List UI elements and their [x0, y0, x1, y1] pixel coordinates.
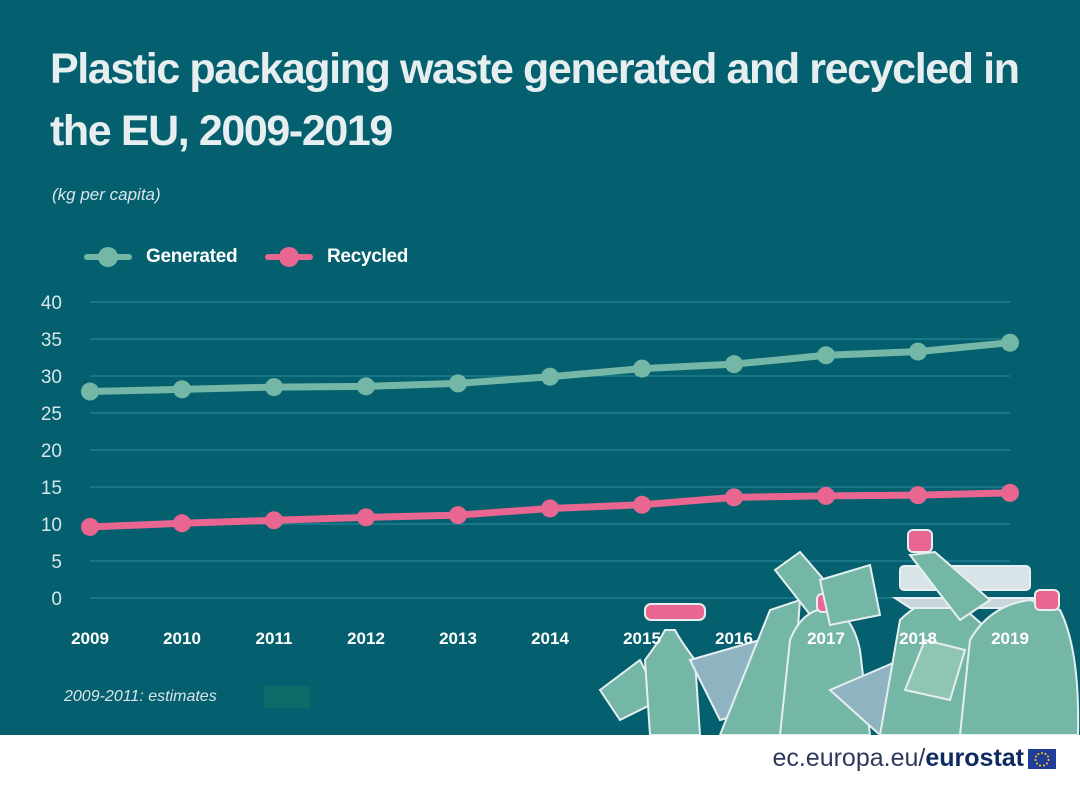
plastic-bottles-illustration — [598, 529, 1080, 735]
data-point-recycled — [265, 511, 283, 530]
data-point-generated — [633, 359, 651, 378]
y-tick-label: 0 — [51, 589, 62, 610]
data-point-generated — [449, 374, 467, 393]
data-point-generated — [909, 342, 927, 361]
data-point-generated — [817, 346, 835, 365]
bottle-shape — [818, 563, 882, 627]
x-tick-label: 2015 — [623, 629, 661, 648]
y-tick-label: 10 — [41, 515, 62, 536]
x-tick-label: 2012 — [347, 629, 385, 648]
footer-brand[interactable]: eurostat — [925, 744, 1024, 772]
x-tick-label: 2013 — [439, 629, 477, 648]
legend-item-generated: Generated — [84, 243, 238, 271]
data-point-recycled — [1001, 483, 1019, 502]
estimates-note: 2009-2011: estimates — [64, 688, 217, 705]
y-tick-label: 35 — [41, 330, 62, 351]
y-tick-label: 5 — [51, 552, 62, 573]
data-point-recycled — [633, 495, 651, 514]
chart-panel — [0, 0, 1080, 735]
data-point-generated — [541, 367, 559, 386]
data-point-recycled — [817, 486, 835, 505]
x-tick-label: 2018 — [899, 629, 937, 648]
legend-recycled-label: Recycled — [327, 246, 409, 267]
bottle-shape — [958, 598, 1080, 735]
legend-recycled-swatch — [265, 243, 313, 271]
y-tick-label: 25 — [41, 404, 62, 425]
eu-flag-icon — [1028, 748, 1056, 769]
bottle-shape — [643, 629, 702, 735]
data-point-generated — [81, 382, 99, 401]
legend-generated-label: Generated — [146, 246, 238, 267]
data-point-generated — [265, 378, 283, 397]
x-tick-label: 2014 — [531, 629, 569, 648]
y-tick-label: 20 — [41, 441, 62, 462]
bottle-shape — [644, 603, 706, 621]
footer-source: ec.europa.eu/eurostat — [772, 744, 1056, 773]
y-tick-label: 40 — [41, 293, 62, 314]
bottle-shape — [1034, 589, 1060, 611]
x-tick-label: 2019 — [991, 629, 1029, 648]
data-point-generated — [173, 380, 191, 399]
footer-site[interactable]: ec.europa.eu/ — [772, 744, 926, 772]
data-point-recycled — [909, 486, 927, 505]
x-tick-label: 2011 — [256, 629, 293, 648]
data-point-recycled — [81, 517, 99, 536]
data-point-generated — [357, 377, 375, 396]
data-point-recycled — [449, 506, 467, 525]
bottle-shape — [907, 529, 933, 553]
data-point-recycled — [725, 488, 743, 507]
data-point-recycled — [173, 514, 191, 533]
y-tick-label: 15 — [41, 478, 62, 499]
legend-generated-swatch — [84, 243, 132, 271]
data-point-generated — [1001, 333, 1019, 352]
estimates-swatch — [264, 686, 310, 708]
data-point-recycled — [541, 499, 559, 518]
unit-subtitle: (kg per capita) — [52, 185, 161, 204]
x-tick-label: 2016 — [715, 629, 753, 648]
bottle-shape — [908, 550, 992, 622]
page-title: Plastic packaging waste generated and re… — [50, 45, 1020, 155]
y-tick-label: 30 — [41, 367, 62, 388]
line-chart: 0 5 10 15 20 25 30 35 40 2009 2010 2011 2012 2013 2014… — [41, 293, 1080, 735]
data-point-generated — [725, 355, 743, 374]
x-tick-label: 2010 — [163, 629, 201, 648]
bottle-shape — [903, 638, 967, 702]
x-tick-label: 2017 — [807, 629, 845, 648]
legend-item-recycled: Recycled — [265, 243, 408, 271]
x-tick-label: 2009 — [71, 629, 109, 648]
data-point-recycled — [357, 508, 375, 527]
